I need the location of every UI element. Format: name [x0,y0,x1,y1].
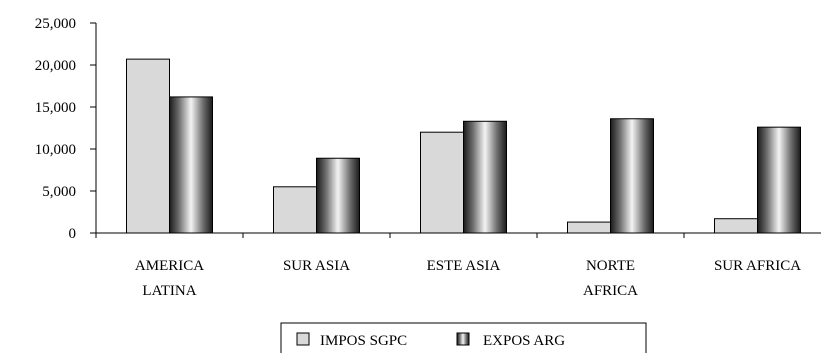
x-category-label: AFRICA [583,283,638,299]
x-category-label: SUR ASIA [283,258,350,274]
bar-impos-sgpc [273,186,317,234]
x-category-label: AMERICA [135,258,204,274]
y-tick-label: 15,000 [35,100,76,116]
bar-impos-sgpc [420,131,464,234]
y-axis: 0 5,000 10,000 15,000 20,000 25,000 [35,16,97,242]
y-tick-label: 10,000 [35,142,76,158]
bar-expos-arg [316,157,360,234]
bar-impos-sgpc [567,221,611,234]
y-tick-label: 25,000 [35,16,76,32]
x-category-label: NORTE [586,258,635,274]
bar-impos-sgpc [714,218,758,234]
category-labels: AMERICA LATINA SUR ASIA ESTE ASIA NORTE AFRIC… [135,258,801,299]
bar-impos-sgpc [126,58,170,234]
x-category-label: SUR AFRICA [714,258,801,274]
bars [126,58,801,234]
bar-expos-arg [463,120,507,234]
x-axis [95,232,821,238]
x-category-label: ESTE ASIA [427,258,501,274]
legend: IMPOS SGPC EXPOS ARG [280,322,647,353]
bar-expos-arg [169,96,213,234]
bar-expos-arg [757,126,801,234]
x-category-label: LATINA [142,283,196,299]
y-tick-label: 0 [69,226,77,242]
legend-label: IMPOS SGPC [320,333,407,349]
legend-swatch [296,332,310,346]
bar-expos-arg [610,118,654,234]
y-tick-label: 5,000 [42,184,76,200]
legend-swatch [456,332,470,346]
y-tick-label: 20,000 [35,58,76,74]
legend-label: EXPOS ARG [483,333,565,349]
